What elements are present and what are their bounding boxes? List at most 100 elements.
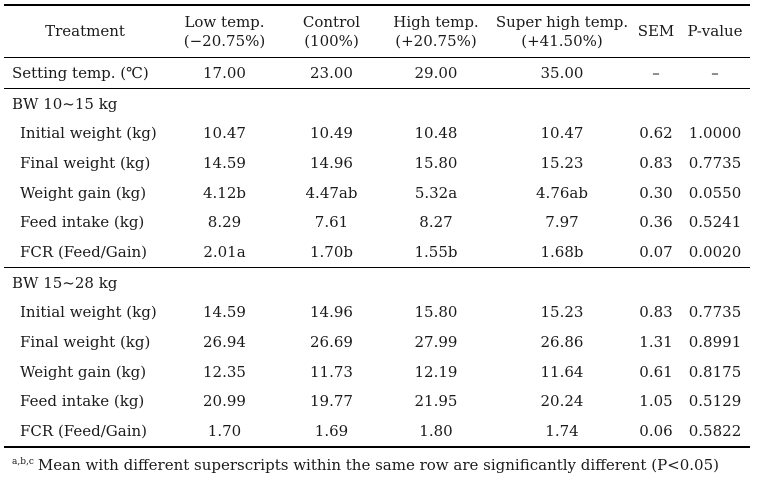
footnote-marker: a,b,c bbox=[12, 457, 34, 467]
table-cell: 21.95 bbox=[414, 392, 458, 411]
table-cell: 1.74 bbox=[492, 416, 632, 448]
table-row: Final weight (kg) 14.59 14.96 15.80 15.23 0.8… bbox=[4, 148, 750, 178]
table-cell: 0.5822 bbox=[680, 416, 750, 448]
table-cell: 0.5129 bbox=[688, 392, 742, 411]
row-label: Setting temp. (℃) bbox=[4, 57, 166, 89]
table-cell: 10.48 bbox=[414, 124, 458, 143]
table-cell: 10.49 bbox=[310, 124, 353, 143]
column-header-line1: Super high temp. bbox=[495, 12, 629, 31]
column-header-line2: (100%) bbox=[304, 31, 359, 50]
column-header: P-value bbox=[680, 4, 750, 58]
table-cell: 14.96 bbox=[310, 153, 353, 172]
table-cell: 23.00 bbox=[283, 57, 380, 89]
table-cell: 10.47 bbox=[540, 124, 584, 143]
table-cell: 0.30 bbox=[639, 183, 673, 202]
section-title: BW 10~15 kg bbox=[12, 94, 118, 113]
table-cell: 0.5241 bbox=[688, 213, 742, 232]
table-cell: 11.73 bbox=[310, 362, 353, 381]
column-header-line1: P-value bbox=[687, 22, 743, 40]
table-cell: 0.0020 bbox=[680, 237, 750, 268]
table-cell: 0.8175 bbox=[688, 362, 742, 381]
table-cell: 0.61 bbox=[639, 362, 673, 381]
table-row: FCR (Feed/Gain) 2.01a 1.70b 1.55b 1.68b 0.07 0… bbox=[4, 237, 750, 268]
table-cell: 4.76ab bbox=[536, 183, 588, 202]
table-cell: 1.05 bbox=[639, 392, 673, 411]
table-cell: 1.80 bbox=[380, 416, 492, 448]
row-label: Initial weight (kg) bbox=[20, 124, 157, 143]
row-label: Feed intake (kg) bbox=[20, 213, 145, 232]
column-header: Super high temp. (+41.50%) bbox=[492, 4, 632, 58]
column-header-line1: Control bbox=[302, 12, 361, 31]
table-cell: 1.70b bbox=[283, 237, 380, 268]
table-cell: 0.83 bbox=[639, 303, 673, 322]
column-header-line1: SEM bbox=[637, 22, 675, 40]
table-cell: 26.86 bbox=[540, 333, 584, 352]
table-cell: 20.99 bbox=[203, 392, 246, 411]
row-label: Feed intake (kg) bbox=[20, 392, 145, 411]
table-row: Initial weight (kg) 10.47 10.49 10.48 10.47 0… bbox=[4, 118, 750, 148]
section-row: BW 15~28 kg bbox=[4, 267, 750, 297]
column-header: Treatment bbox=[4, 4, 166, 58]
table-cell: 11.64 bbox=[540, 362, 584, 381]
table-cell: 14.59 bbox=[203, 153, 246, 172]
footnote-text: Mean with different superscripts within … bbox=[37, 456, 719, 474]
table-cell: 20.24 bbox=[540, 392, 584, 411]
table-row: Weight gain (kg) 12.35 11.73 12.19 11.64 0.61… bbox=[4, 357, 750, 387]
table-body: Setting temp. (℃) 17.00 23.00 29.00 35.00– – B… bbox=[4, 57, 750, 448]
table-cell: 1.69 bbox=[283, 416, 380, 448]
table-cell: 0.83 bbox=[639, 153, 673, 172]
row-label: FCR (Feed/Gain) bbox=[4, 237, 166, 268]
table-cell: 1.70 bbox=[166, 416, 283, 448]
table-cell: 35.00 bbox=[492, 57, 632, 89]
table-cell: 14.96 bbox=[310, 303, 353, 322]
table-cell: 0.07 bbox=[632, 237, 680, 268]
table-cell: 0.0550 bbox=[688, 183, 742, 202]
row-label: Weight gain (kg) bbox=[20, 183, 147, 202]
column-header-line2: (+41.50%) bbox=[521, 31, 603, 50]
section-row: BW 10~15 kg bbox=[4, 88, 750, 118]
table-cell: 8.29 bbox=[207, 213, 242, 232]
column-header-line2: (+20.75%) bbox=[395, 31, 477, 50]
table-cell: – bbox=[632, 57, 680, 89]
column-header-line1: High temp. bbox=[393, 12, 479, 31]
table-cell: 15.23 bbox=[540, 153, 584, 172]
table-cell: 0.7735 bbox=[688, 153, 742, 172]
table-cell: 7.97 bbox=[545, 213, 579, 232]
table-cell: 7.61 bbox=[314, 213, 349, 232]
table-cell: 26.69 bbox=[310, 333, 353, 352]
table-cell: 17.00 bbox=[166, 57, 283, 89]
results-table: Treatment Low temp. (−20.75%) Control (100%)… bbox=[4, 4, 750, 448]
table-cell: 26.94 bbox=[203, 333, 246, 352]
table-row: Initial weight (kg) 14.59 14.96 15.80 15.23 0… bbox=[4, 298, 750, 328]
table-row: Final weight (kg) 26.94 26.69 27.99 26.86 1.3… bbox=[4, 327, 750, 357]
table-row: Setting temp. (℃) 17.00 23.00 29.00 35.00– – bbox=[4, 57, 750, 89]
footnote: a,b,c Mean with different superscripts wi… bbox=[12, 456, 719, 474]
column-header: Low temp. (−20.75%) bbox=[166, 4, 283, 58]
table-cell: 15.80 bbox=[414, 153, 458, 172]
row-label: Weight gain (kg) bbox=[20, 362, 147, 381]
row-label: FCR (Feed/Gain) bbox=[4, 416, 166, 448]
table-cell: 12.35 bbox=[203, 362, 246, 381]
column-header-line1: Treatment bbox=[45, 22, 125, 40]
table-row: FCR (Feed/Gain) 1.70 1.69 1.80 1.74 0.06 0.582… bbox=[4, 416, 750, 448]
table-cell: 0.62 bbox=[639, 124, 673, 143]
table-cell: 19.77 bbox=[310, 392, 353, 411]
table-cell: 29.00 bbox=[380, 57, 492, 89]
table-cell: 5.32a bbox=[414, 183, 458, 202]
table-cell: 1.68b bbox=[492, 237, 632, 268]
table-cell: 15.80 bbox=[414, 303, 458, 322]
section-title: BW 15~28 kg bbox=[12, 273, 118, 292]
table-row: Weight gain (kg) 4.12b 4.47ab 5.32a 4.76ab 0.… bbox=[4, 178, 750, 208]
table-cell: – bbox=[680, 57, 750, 89]
table-cell: 0.06 bbox=[632, 416, 680, 448]
table-cell: 15.23 bbox=[540, 303, 584, 322]
table-cell: 0.36 bbox=[639, 213, 673, 232]
table-cell: 8.27 bbox=[419, 213, 453, 232]
table-row: Feed intake (kg) 20.99 19.77 21.95 20.24 1.05… bbox=[4, 387, 750, 417]
table-cell: 0.7735 bbox=[688, 303, 742, 322]
table-cell: 0.8991 bbox=[688, 333, 742, 352]
row-label: Final weight (kg) bbox=[20, 153, 151, 172]
table-cell: 1.55b bbox=[380, 237, 492, 268]
column-header-line2: (−20.75%) bbox=[183, 31, 266, 50]
header-row: Treatment Low temp. (−20.75%) Control (100%)… bbox=[4, 4, 750, 58]
